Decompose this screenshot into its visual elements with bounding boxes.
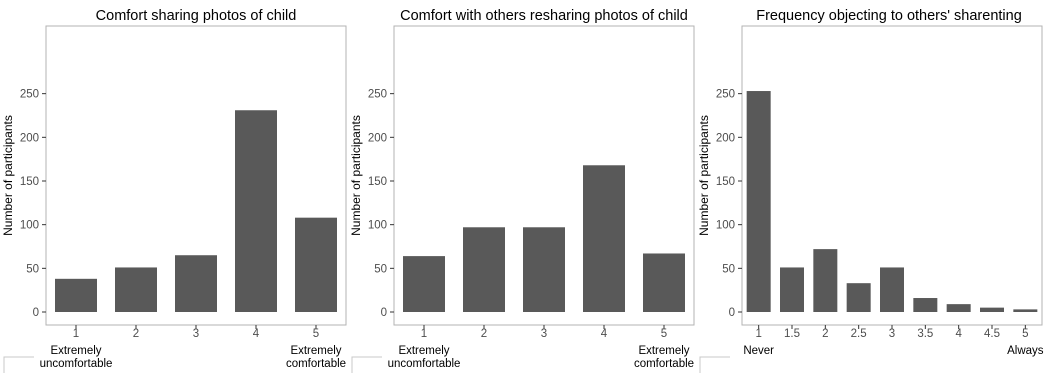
y-tick-label: 250 xyxy=(368,89,387,101)
bar xyxy=(846,283,871,312)
y-tick-label: 0 xyxy=(381,307,387,319)
chart-title: Frequency objecting to others' sharentin… xyxy=(756,8,1022,24)
x-tick-label: 4.5 xyxy=(984,328,1000,340)
bar xyxy=(175,255,217,312)
bar xyxy=(913,298,938,312)
x-tick-label: 1 xyxy=(755,328,761,340)
end-label-left: uncomfortable xyxy=(40,358,113,370)
bar xyxy=(295,217,337,312)
chart-title: Comfort sharing photos of child xyxy=(96,8,297,24)
y-tick-label: 250 xyxy=(716,89,735,101)
y-tick-label: 50 xyxy=(26,263,39,275)
end-label-right: Extremely xyxy=(290,345,341,357)
end-label-right: Extremely xyxy=(638,345,689,357)
end-label-right: Always xyxy=(1007,345,1044,357)
bar xyxy=(643,253,685,312)
y-tick-label: 100 xyxy=(368,220,387,232)
corner-mark xyxy=(3,356,34,373)
x-tick-label: 3 xyxy=(541,328,547,340)
bar xyxy=(980,307,1004,312)
y-tick-label: 150 xyxy=(20,176,39,188)
x-tick-label: 3 xyxy=(889,328,895,340)
bar xyxy=(583,165,625,312)
y-tick-label: 250 xyxy=(20,89,39,101)
y-tick-label: 150 xyxy=(368,176,387,188)
x-tick-label: 5 xyxy=(1022,328,1028,340)
y-tick-label: 100 xyxy=(20,220,39,232)
x-tick-label: 3 xyxy=(193,328,199,340)
y-tick-label: 0 xyxy=(729,307,735,319)
corner-mark xyxy=(351,356,382,373)
chart-title: Comfort with others resharing photos of … xyxy=(400,8,688,24)
y-tick-label: 50 xyxy=(722,263,735,275)
x-tick-label: 4 xyxy=(955,328,962,340)
x-tick-label: 2 xyxy=(133,328,139,340)
x-tick-label: 4 xyxy=(601,328,608,340)
end-label-right: comfortable xyxy=(286,358,346,370)
x-tick-label: 2 xyxy=(481,328,487,340)
corner-mark xyxy=(699,356,730,373)
x-tick-label: 4 xyxy=(253,328,260,340)
bar xyxy=(235,110,277,312)
x-tick-label: 3.5 xyxy=(917,328,933,340)
x-tick-label: 1 xyxy=(421,328,427,340)
bar xyxy=(55,278,97,312)
bar xyxy=(813,249,838,312)
y-tick-label: 100 xyxy=(716,220,735,232)
y-axis-label: Number of participants xyxy=(697,115,711,236)
bar xyxy=(946,304,971,312)
y-axis-label: Number of participants xyxy=(349,115,363,236)
y-tick-label: 200 xyxy=(20,132,39,144)
x-tick-label: 1.5 xyxy=(784,328,800,340)
end-label-left: uncomfortable xyxy=(388,358,461,370)
bar xyxy=(115,267,157,312)
y-tick-label: 0 xyxy=(33,307,39,319)
bar xyxy=(1013,309,1038,312)
bar xyxy=(523,227,565,312)
x-tick-label: 5 xyxy=(661,328,667,340)
bar xyxy=(746,91,771,312)
y-tick-label: 200 xyxy=(716,132,735,144)
x-tick-label: 1 xyxy=(73,328,79,340)
x-tick-label: 5 xyxy=(313,328,319,340)
bar xyxy=(880,267,904,312)
x-tick-label: 2 xyxy=(822,328,828,340)
bar xyxy=(463,227,505,312)
x-tick-label: 2.5 xyxy=(851,328,867,340)
end-label-left: Never xyxy=(743,345,774,357)
y-tick-label: 150 xyxy=(716,176,735,188)
bar xyxy=(403,256,445,312)
y-tick-label: 200 xyxy=(368,132,387,144)
y-axis-label: Number of participants xyxy=(1,115,15,236)
end-label-right: comfortable xyxy=(634,358,694,370)
end-label-left: Extremely xyxy=(50,345,101,357)
end-label-left: Extremely xyxy=(398,345,449,357)
bar xyxy=(780,267,804,312)
y-tick-label: 50 xyxy=(374,263,387,275)
